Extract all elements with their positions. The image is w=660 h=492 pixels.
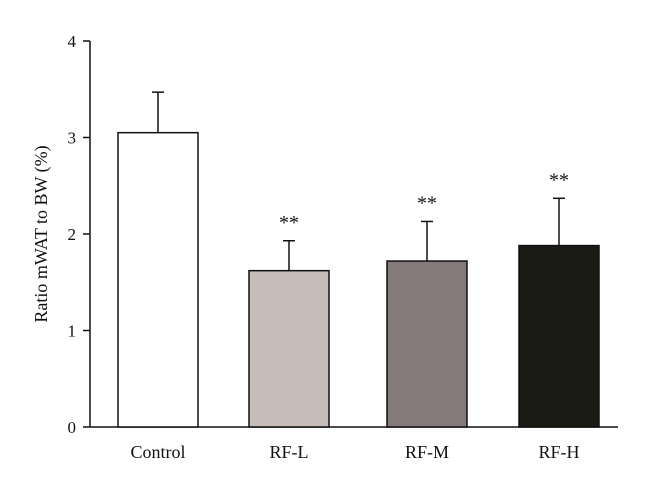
bars (117, 131, 600, 428)
x-tick-label: Control (130, 442, 185, 462)
x-tick-label: RF-M (405, 442, 449, 462)
error-bar (553, 197, 565, 246)
y-tick-label: 0 (68, 418, 77, 437)
y-axis-label: Ratio mWAT to BW (%) (31, 145, 52, 322)
significance-label: ** (279, 212, 299, 234)
y-tick-label: 2 (68, 225, 77, 244)
bar-rf-l (248, 269, 330, 428)
bar-control (117, 131, 199, 428)
significance-labels: ** ** ** (279, 169, 569, 233)
error-bar (152, 91, 164, 133)
x-tick-label: RF-L (269, 442, 308, 462)
error-bar (421, 220, 433, 262)
y-tick-label: 3 (68, 129, 77, 148)
x-tick-labels: Control RF-L RF-M RF-H (130, 442, 579, 462)
error-bars (152, 91, 565, 271)
significance-label: ** (549, 169, 569, 191)
x-tick-label: RF-H (538, 442, 579, 462)
y-tick-label: 1 (68, 322, 77, 341)
y-tick-label: 4 (68, 32, 77, 51)
y-ticks: 0 1 2 3 4 (68, 32, 90, 437)
error-bar (283, 240, 295, 271)
significance-label: ** (417, 192, 437, 214)
bar-rf-m (386, 260, 468, 428)
bar-rf-h (518, 244, 600, 428)
